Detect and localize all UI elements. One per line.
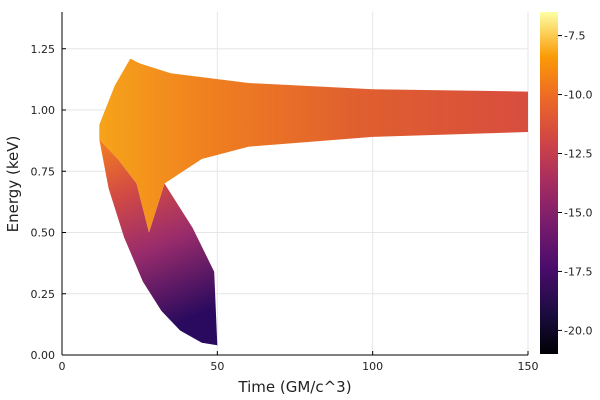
x-axis-label: Time (GM/c^3): [237, 378, 351, 396]
x-tick-label: 50: [210, 360, 224, 373]
colorbar: -7.5 -10.0 -12.5 -15.0 -17.5 -20.0: [540, 12, 592, 354]
heatmap-region-1: [99, 139, 218, 346]
x-tick-label: 100: [362, 360, 383, 373]
colorbar-tick-label: -17.5: [564, 265, 592, 278]
colorbar-gradient: [540, 12, 558, 354]
colorbar-tick-label: -20.0: [564, 324, 592, 337]
heatmap-region-0: [99, 58, 529, 233]
y-axis-label: Energy (keV): [4, 136, 22, 233]
y-tick-label: 0.75: [31, 165, 56, 178]
y-ticks: 0.00 0.25 0.50 0.75 1.00 1.25: [31, 43, 66, 362]
colorbar-tick-label: -10.0: [564, 89, 592, 102]
plot-frame: [61, 12, 528, 356]
colorbar-ticks: -7.5 -10.0 -12.5 -15.0 -17.5 -20.0: [558, 30, 592, 337]
heatmap-regions: [99, 58, 529, 346]
colorbar-tick-label: -15.0: [564, 206, 592, 219]
y-tick-label: 0.50: [31, 227, 56, 240]
x-ticks: 0 50 100 150: [59, 351, 539, 373]
y-tick-label: 0.00: [31, 349, 56, 362]
x-tick-label: 0: [59, 360, 66, 373]
y-tick-label: 1.25: [31, 43, 56, 56]
colorbar-tick-label: -7.5: [564, 30, 585, 43]
colorbar-tick-label: -12.5: [564, 148, 592, 161]
x-tick-label: 150: [518, 360, 539, 373]
y-tick-label: 1.00: [31, 104, 56, 117]
y-tick-label: 0.25: [31, 288, 56, 301]
